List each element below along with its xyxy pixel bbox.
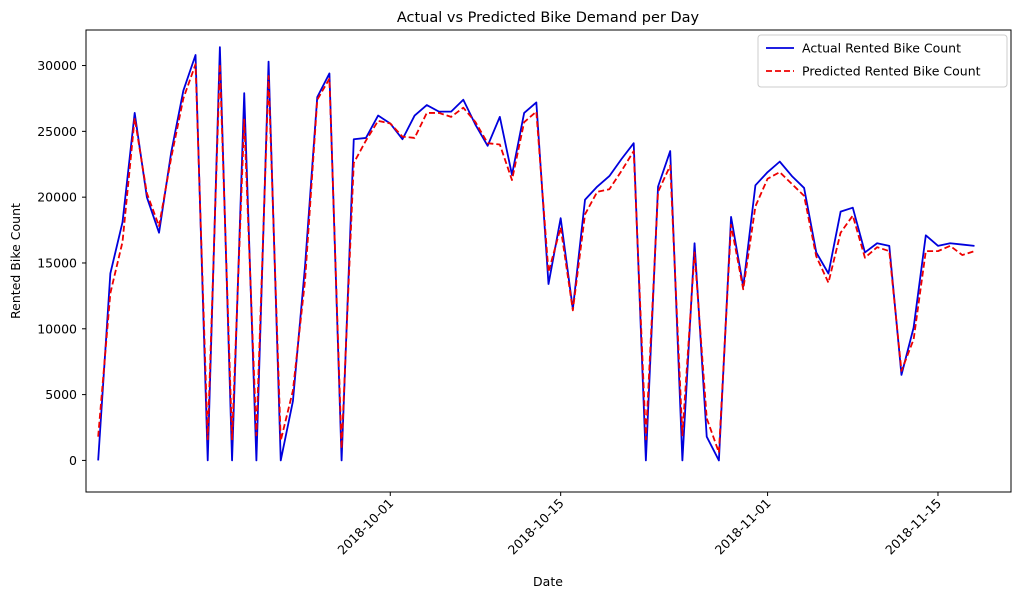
legend-label-actual: Actual Rented Bike Count xyxy=(802,41,961,56)
legend-box xyxy=(757,34,1008,88)
x-tick-label: 2018-11-15 xyxy=(882,496,944,558)
x-axis-label: Date xyxy=(533,574,563,589)
legend-label-predicted: Predicted Rented Bike Count xyxy=(802,64,981,79)
y-tick-label: 0 xyxy=(69,453,77,468)
chart-title: Actual vs Predicted Bike Demand per Day xyxy=(397,10,700,26)
y-tick-label: 20000 xyxy=(37,190,77,205)
x-tick-label: 2018-10-01 xyxy=(334,496,396,558)
y-tick-label: 25000 xyxy=(37,124,77,139)
x-tick-label: 2018-10-15 xyxy=(505,496,567,558)
series-line-predicted xyxy=(97,63,975,454)
y-tick-label: 30000 xyxy=(37,58,77,73)
y-axis-label: Rented Bike Count xyxy=(8,203,23,319)
plot-area-frame xyxy=(85,29,1012,493)
y-tick-label: 5000 xyxy=(45,387,77,402)
y-tick-label: 15000 xyxy=(37,255,77,270)
series-line-actual xyxy=(97,46,975,462)
x-tick-label: 2018-11-01 xyxy=(712,496,774,558)
y-tick-label: 10000 xyxy=(37,321,77,336)
legend: Actual Rented Bike Count Predicted Rente… xyxy=(757,34,1008,88)
